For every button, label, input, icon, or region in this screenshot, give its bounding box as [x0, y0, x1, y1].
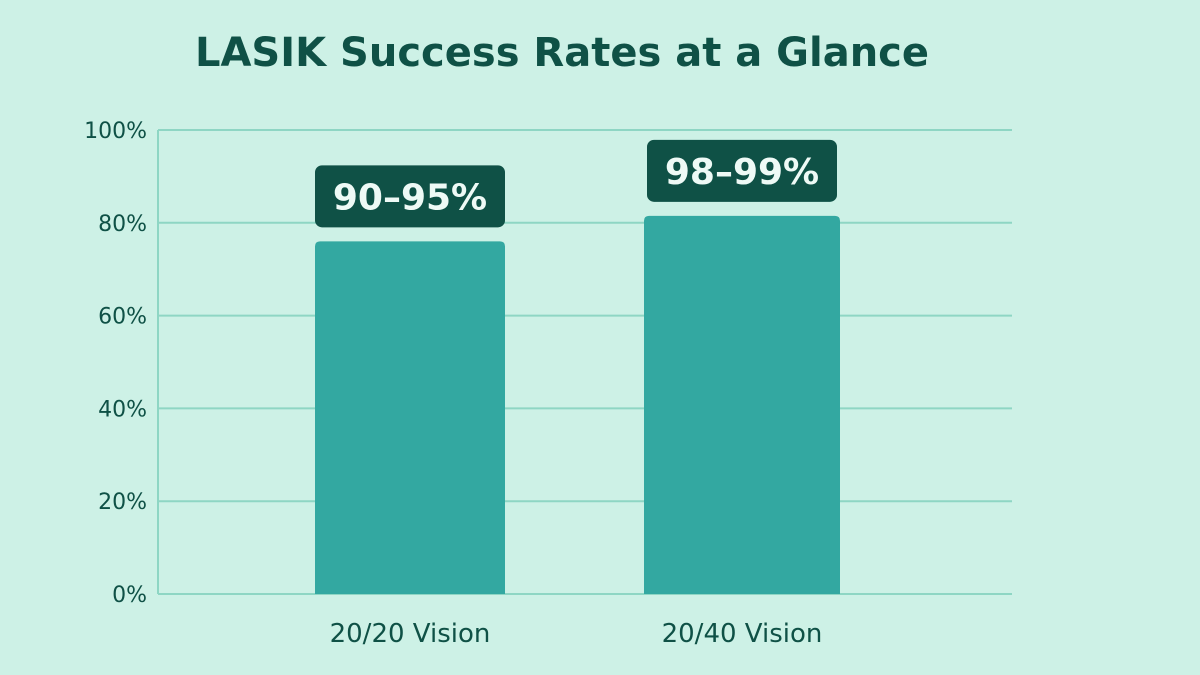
y-tick-label-20: 20% — [98, 490, 147, 515]
data-label-2: 98–99% — [665, 152, 819, 193]
y-tick-label-0: 0% — [112, 583, 147, 608]
x-category-label-1: 20/20 Vision — [330, 619, 491, 649]
y-tick-label-100: 100% — [84, 119, 147, 144]
data-label-box-2 — [647, 139, 837, 202]
bar-20-40-vision — [644, 215, 840, 594]
gridlines — [157, 129, 1012, 595]
y-tick-label-80: 80% — [98, 212, 147, 237]
x-category-label-2: 20/40 Vision — [662, 619, 823, 649]
data-label-1: 90–95% — [333, 177, 487, 218]
y-axis-ticks: 0% 20% 40% 60% 80% 100% — [84, 119, 147, 608]
bars — [315, 215, 840, 595]
data-label-box-1 — [315, 165, 505, 228]
x-axis-categories: 20/20 Vision 20/40 Vision — [330, 619, 823, 649]
data-labels: 90–95% 98–99% — [315, 139, 837, 228]
chart-title: LASIK Success Rates at a Glance — [195, 30, 929, 76]
bar-20-20-vision — [315, 241, 505, 595]
y-tick-label-40: 40% — [98, 397, 147, 422]
y-tick-label-60: 60% — [98, 305, 147, 330]
